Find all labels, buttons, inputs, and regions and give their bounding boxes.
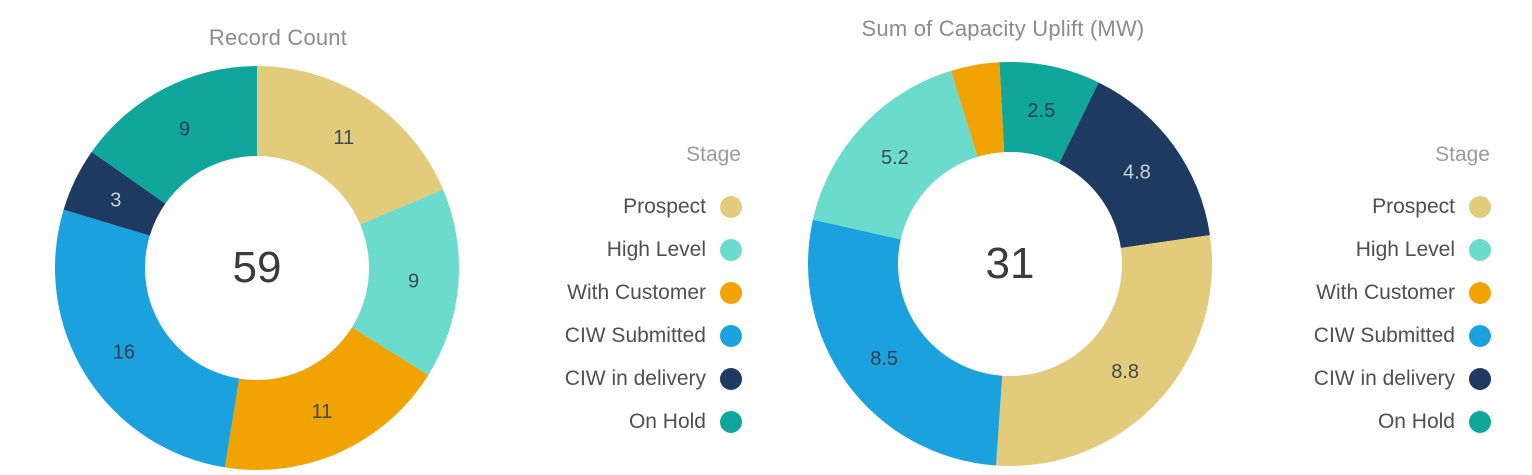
slice-data-label: 16 xyxy=(113,341,135,363)
legend-label: CIW in delivery xyxy=(1313,366,1455,390)
legend-swatch-on-hold xyxy=(1469,410,1491,433)
legend-swatch-high-level xyxy=(1469,238,1491,261)
slice-data-label: 9 xyxy=(408,271,419,293)
slice-data-label: 8.8 xyxy=(1111,361,1139,383)
legend-item-ciw-in-delivery[interactable]: CIW in delivery xyxy=(460,357,742,400)
slice-data-label: 5.2 xyxy=(881,147,909,169)
legend-swatch-with-customer xyxy=(720,281,742,304)
legend-item-ciw-submitted[interactable]: CIW Submitted xyxy=(460,314,742,357)
legend-swatch-ciw-in-delivery xyxy=(1469,367,1491,390)
legend-title: Stage xyxy=(1435,143,1490,166)
legend-swatch-ciw-submitted xyxy=(1469,324,1491,347)
donut-slice-prospect[interactable] xyxy=(996,235,1212,467)
legend-title: Stage xyxy=(686,143,741,166)
record-count-donut: 11 9 11 16 3 9 59 xyxy=(53,64,461,472)
donut-slice-prospect[interactable] xyxy=(257,66,444,225)
legend-item-prospect[interactable]: Prospect xyxy=(1209,185,1491,228)
legend-label: CIW Submitted xyxy=(1313,323,1455,347)
capacity-uplift-legend: Stage Prospect High Level With Customer … xyxy=(1209,142,1491,443)
legend-label: Prospect xyxy=(623,194,706,218)
slice-data-label: 9 xyxy=(179,119,190,141)
record-count-center-value: 59 xyxy=(232,243,282,292)
slice-data-label: 8.5 xyxy=(870,348,898,370)
slice-data-label: 2.5 xyxy=(1027,100,1055,122)
legend-item-with-customer[interactable]: With Customer xyxy=(460,271,742,314)
record-count-donut-chart: 11 9 11 16 3 9 xyxy=(54,66,460,471)
slice-data-label: 11 xyxy=(333,127,354,149)
legend-label: On Hold xyxy=(628,409,706,433)
legend-swatch-ciw-submitted xyxy=(720,324,742,347)
donut-slice-ciw-submitted[interactable] xyxy=(807,219,1003,466)
legend-swatch-prospect xyxy=(1469,195,1491,218)
donut-slice-with-customer[interactable] xyxy=(224,327,429,471)
slice-data-label: 11 xyxy=(312,401,333,423)
legend-item-on-hold[interactable]: On Hold xyxy=(460,400,742,443)
donut-slice-on-hold[interactable] xyxy=(999,62,1099,164)
slice-data-label: 4.8 xyxy=(1123,162,1151,184)
capacity-uplift-donut: 2.5 4.8 8.8 8.5 5.2 31 xyxy=(806,60,1214,468)
donut-slice-ciw-submitted[interactable] xyxy=(54,209,240,468)
legend-item-on-hold[interactable]: On Hold xyxy=(1209,400,1491,443)
legend-label: With Customer xyxy=(567,280,706,304)
legend-item-ciw-in-delivery[interactable]: CIW in delivery xyxy=(1209,357,1491,400)
capacity-uplift-donut-chart: 2.5 4.8 8.8 8.5 5.2 xyxy=(807,62,1212,467)
legend-label: With Customer xyxy=(1316,280,1455,304)
donut-slice-high-level[interactable] xyxy=(351,189,460,376)
legend-label: High Level xyxy=(1355,237,1455,261)
record-count-legend: Stage Prospect High Level With Customer … xyxy=(460,142,742,443)
legend-label: High Level xyxy=(606,237,706,261)
record-count-chart-title: Record Count xyxy=(208,25,348,50)
donut-slice-ciw-in-delivery[interactable] xyxy=(63,151,166,236)
legend-swatch-high-level xyxy=(720,238,742,261)
slice-data-label: 3 xyxy=(110,189,121,211)
legend-item-ciw-submitted[interactable]: CIW Submitted xyxy=(1209,314,1491,357)
legend-label: CIW Submitted xyxy=(564,323,706,347)
legend-swatch-on-hold xyxy=(720,410,742,433)
capacity-uplift-center-value: 31 xyxy=(985,239,1035,288)
legend-item-prospect[interactable]: Prospect xyxy=(460,185,742,228)
legend-swatch-ciw-in-delivery xyxy=(720,367,742,390)
donut-slice-high-level[interactable] xyxy=(812,70,978,240)
legend-swatch-prospect xyxy=(720,195,742,218)
donut-slice-on-hold[interactable] xyxy=(91,66,257,204)
legend-item-high-level[interactable]: High Level xyxy=(1209,228,1491,271)
legend-label: CIW in delivery xyxy=(564,366,706,390)
donut-slice-ciw-in-delivery[interactable] xyxy=(1059,82,1210,248)
donut-slice-with-customer[interactable] xyxy=(951,62,1005,157)
capacity-uplift-chart-title: Sum of Capacity Uplift (MW) xyxy=(861,16,1145,41)
legend-label: On Hold xyxy=(1377,409,1455,433)
legend-item-high-level[interactable]: High Level xyxy=(460,228,742,271)
legend-item-with-customer[interactable]: With Customer xyxy=(1209,271,1491,314)
legend-swatch-with-customer xyxy=(1469,281,1491,304)
legend-label: Prospect xyxy=(1372,194,1455,218)
